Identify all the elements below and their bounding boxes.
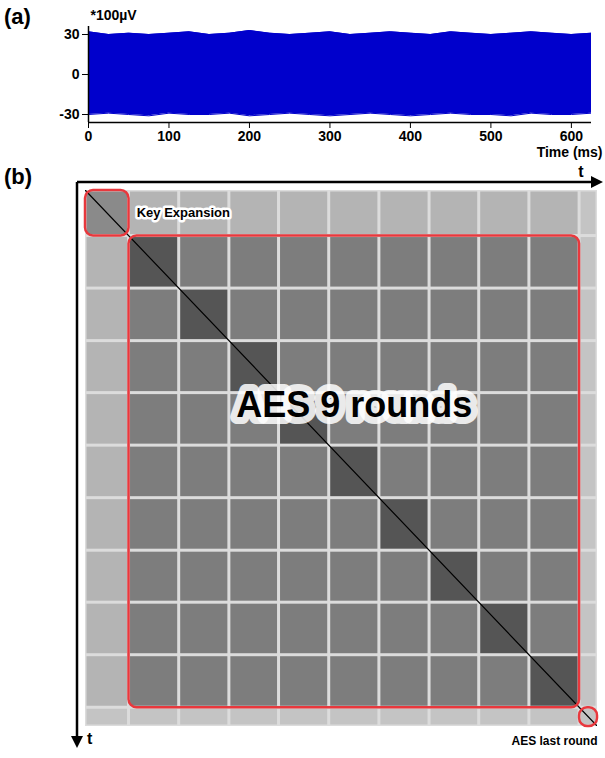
svg-text:600: 600 bbox=[560, 128, 584, 144]
svg-text:Key Expansion: Key Expansion bbox=[137, 205, 230, 220]
svg-text:500: 500 bbox=[479, 128, 503, 144]
svg-text:30: 30 bbox=[64, 26, 80, 42]
html-text:(a): (a) bbox=[4, 4, 31, 29]
svg-text:t: t bbox=[87, 730, 93, 747]
svg-text:AES last round: AES last round bbox=[511, 734, 597, 748]
html-text:(b): (b) bbox=[4, 164, 33, 189]
svg-text:AES 9 rounds: AES 9 rounds bbox=[236, 384, 472, 425]
svg-text:0: 0 bbox=[72, 66, 80, 82]
svg-text:t: t bbox=[578, 163, 584, 180]
svg-text:*100µV: *100µV bbox=[91, 7, 138, 23]
svg-text:400: 400 bbox=[399, 128, 423, 144]
svg-text:300: 300 bbox=[318, 128, 342, 144]
svg-text:0: 0 bbox=[85, 128, 93, 144]
svg-text:100: 100 bbox=[157, 128, 181, 144]
svg-text:200: 200 bbox=[238, 128, 262, 144]
svg-text:-30: -30 bbox=[59, 106, 79, 122]
svg-text:Time (ms): Time (ms) bbox=[537, 144, 603, 160]
